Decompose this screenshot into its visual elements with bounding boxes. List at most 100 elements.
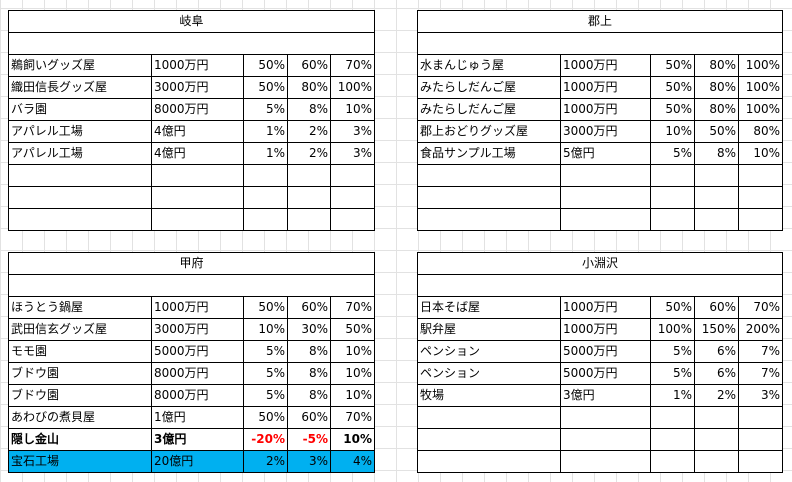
investment-amount[interactable] [151, 164, 244, 187]
business-name[interactable]: モモ園 [8, 340, 152, 363]
rate-2[interactable]: 60% [287, 406, 331, 429]
business-name[interactable]: 駅弁屋 [417, 318, 561, 341]
rate-2[interactable]: 80% [694, 98, 739, 121]
rate-2[interactable]: 150% [694, 318, 739, 341]
business-name[interactable] [8, 164, 152, 187]
investment-amount[interactable]: 5000万円 [560, 340, 651, 363]
rate-2[interactable]: 60% [287, 54, 331, 77]
business-name[interactable]: ほうとう鍋屋 [8, 296, 152, 319]
business-name[interactable]: 水まんじゅう屋 [417, 54, 561, 77]
rate-2[interactable]: 60% [694, 296, 739, 319]
rate-3[interactable] [329, 208, 376, 231]
empty-row[interactable] [416, 32, 784, 55]
business-name[interactable] [8, 208, 152, 231]
rate-1[interactable]: 5% [243, 98, 288, 121]
rate-2[interactable] [694, 164, 739, 187]
rate-1[interactable]: 1% [650, 384, 695, 407]
business-name[interactable]: 鵜飼いグッズ屋 [8, 54, 152, 77]
investment-amount[interactable] [560, 186, 651, 209]
investment-amount[interactable]: 1000万円 [560, 54, 651, 77]
investment-amount[interactable] [560, 450, 651, 473]
table-title[interactable]: 甲府 [7, 252, 376, 275]
business-name[interactable]: ペンション [417, 362, 561, 385]
rate-2[interactable]: 2% [287, 142, 331, 165]
rate-1[interactable]: 1% [243, 120, 288, 143]
business-name[interactable]: あわびの煮貝屋 [8, 406, 152, 429]
rate-2[interactable] [287, 164, 331, 187]
rate-1[interactable]: 2% [243, 450, 288, 473]
investment-amount[interactable]: 1000万円 [560, 98, 651, 121]
rate-3[interactable] [738, 406, 783, 429]
rate-1[interactable]: -20% [243, 428, 288, 451]
rate-3[interactable]: 70% [329, 54, 376, 77]
investment-amount[interactable]: 1000万円 [151, 54, 244, 77]
rate-3[interactable] [329, 164, 376, 187]
rate-2[interactable]: 8% [287, 98, 331, 121]
business-name[interactable]: ペンション [417, 340, 561, 363]
rate-1[interactable] [650, 428, 695, 451]
rate-1[interactable]: 50% [650, 98, 695, 121]
rate-1[interactable] [650, 186, 695, 209]
rate-3[interactable]: 4% [329, 450, 376, 473]
rate-1[interactable]: 50% [650, 54, 695, 77]
rate-3[interactable]: 100% [737, 76, 784, 99]
rate-1[interactable]: 5% [650, 362, 695, 385]
rate-3[interactable]: 80% [737, 120, 784, 143]
rate-2[interactable] [694, 186, 739, 209]
investment-amount[interactable] [560, 208, 651, 231]
table-title[interactable]: 小淵沢 [417, 252, 783, 275]
rate-2[interactable]: 8% [287, 362, 331, 385]
business-name[interactable]: 宝石工場 [8, 450, 152, 473]
rate-1[interactable] [650, 450, 695, 473]
investment-amount[interactable]: 20億円 [151, 450, 244, 473]
rate-3[interactable]: 3% [329, 142, 376, 165]
business-name[interactable]: 日本そば屋 [417, 296, 561, 319]
business-name[interactable]: ブドウ園 [8, 362, 152, 385]
investment-amount[interactable]: 8000万円 [151, 362, 244, 385]
rate-3[interactable]: 10% [329, 340, 376, 363]
rate-2[interactable]: 30% [287, 318, 331, 341]
investment-amount[interactable]: 3000万円 [560, 120, 651, 143]
investment-amount[interactable]: 1億円 [151, 406, 244, 429]
empty-row[interactable] [7, 274, 376, 297]
rate-1[interactable] [243, 208, 288, 231]
rate-3[interactable] [737, 186, 784, 209]
rate-2[interactable] [694, 428, 739, 451]
investment-amount[interactable] [560, 406, 651, 429]
business-name[interactable] [417, 164, 561, 187]
rate-1[interactable]: 5% [243, 384, 288, 407]
business-name[interactable]: 牧場 [417, 384, 561, 407]
rate-2[interactable] [694, 208, 739, 231]
rate-3[interactable] [737, 208, 784, 231]
rate-2[interactable]: 80% [694, 76, 739, 99]
business-name[interactable]: 織田信長グッズ屋 [8, 76, 152, 99]
rate-1[interactable]: 5% [650, 340, 695, 363]
investment-amount[interactable] [151, 186, 244, 209]
rate-3[interactable]: 200% [738, 318, 783, 341]
investment-amount[interactable] [151, 208, 244, 231]
rate-2[interactable]: 8% [287, 340, 331, 363]
rate-1[interactable]: 50% [243, 296, 288, 319]
rate-3[interactable]: 7% [738, 340, 783, 363]
business-name[interactable]: 武田信玄グッズ屋 [8, 318, 152, 341]
rate-3[interactable]: 10% [737, 142, 784, 165]
business-name[interactable]: アパレル工場 [8, 142, 152, 165]
rate-1[interactable]: 50% [243, 76, 288, 99]
rate-2[interactable]: 80% [694, 54, 739, 77]
rate-3[interactable]: 100% [737, 54, 784, 77]
rate-3[interactable]: 10% [329, 98, 376, 121]
rate-1[interactable]: 50% [243, 406, 288, 429]
investment-amount[interactable] [560, 428, 651, 451]
rate-2[interactable] [694, 406, 739, 429]
rate-3[interactable]: 10% [329, 362, 376, 385]
rate-1[interactable]: 50% [650, 296, 695, 319]
rate-2[interactable]: 2% [287, 120, 331, 143]
investment-amount[interactable]: 8000万円 [151, 98, 244, 121]
business-name[interactable] [417, 208, 561, 231]
rate-2[interactable]: 50% [694, 120, 739, 143]
investment-amount[interactable]: 1000万円 [151, 296, 244, 319]
rate-3[interactable]: 50% [329, 318, 376, 341]
business-name[interactable]: 隠し金山 [8, 428, 152, 451]
investment-amount[interactable]: 5000万円 [151, 340, 244, 363]
rate-3[interactable]: 100% [329, 76, 376, 99]
